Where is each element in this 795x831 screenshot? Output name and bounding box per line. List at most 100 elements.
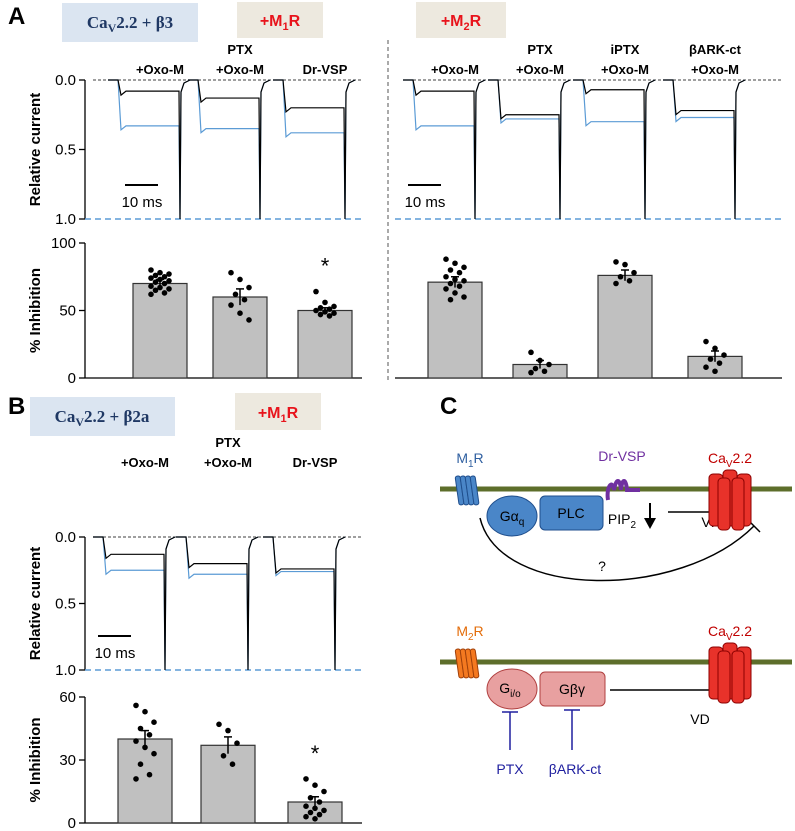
data-point (447, 296, 454, 303)
data-point (152, 279, 159, 285)
data-point (317, 305, 324, 311)
text: PIP (608, 511, 631, 527)
text: 2 (463, 21, 469, 33)
data-point (312, 805, 318, 812)
data-point (151, 719, 157, 725)
category-label: Dr-VSP (293, 455, 338, 470)
g-protein (486, 495, 538, 537)
category-label: PTX (227, 42, 253, 57)
data-point (148, 291, 154, 298)
data-point (225, 727, 231, 734)
data-point (152, 287, 159, 294)
g-protein-label: Gi/o (499, 680, 521, 700)
category-label: +Oxo-M (121, 455, 169, 470)
data-point (316, 799, 323, 805)
data-point (452, 260, 458, 267)
text: +M (258, 405, 281, 422)
g-protein-label: Gαq (500, 508, 525, 528)
panel-label: B (8, 393, 25, 420)
y-tick-label: 0 (68, 815, 76, 831)
channel-label: CaV2.2 (708, 623, 752, 643)
data-point (157, 269, 163, 276)
data-point (137, 761, 144, 767)
text: R (474, 623, 484, 639)
data-point (326, 313, 333, 319)
data-point (322, 299, 328, 306)
receptor-label: M1R (456, 450, 483, 470)
text: M (456, 623, 468, 639)
data-point (703, 338, 709, 345)
current-trace (263, 536, 346, 671)
text: +M (441, 13, 464, 30)
current-trace (108, 79, 191, 220)
category-label: +Oxo-M (691, 62, 739, 77)
construct-box (62, 3, 198, 42)
data-point (316, 811, 323, 818)
current-trace (176, 536, 259, 671)
data-point (541, 368, 548, 375)
y-tick-label: 0.0 (55, 529, 76, 546)
data-point (148, 267, 154, 273)
data-point (133, 738, 139, 744)
diagram: M1R Gαq PLC Dr-VSP PIP2 VI ? CaV2.2 M2R … (440, 448, 792, 777)
category-label: +Oxo-M (136, 62, 184, 77)
arrow-head (644, 518, 656, 529)
unknown-label: ? (598, 558, 606, 574)
text: 2.2 + β3 (116, 13, 173, 32)
data-point (461, 264, 467, 271)
panel-label: A (8, 3, 25, 30)
data-point (241, 296, 248, 303)
receptor-label: +M2R (441, 13, 482, 33)
category-label: +Oxo-M (204, 455, 252, 470)
data-point (452, 276, 458, 283)
current-trace (488, 79, 571, 220)
text: V (75, 415, 84, 429)
data-point (307, 795, 314, 801)
blocker-label: PTX (496, 761, 524, 777)
text: 1 (468, 459, 474, 470)
data-point (322, 309, 328, 315)
g-protein (486, 668, 538, 710)
data-point (712, 368, 718, 375)
current-trace (188, 79, 271, 220)
data-point (546, 361, 552, 368)
data-point (626, 278, 633, 284)
current-trace (273, 79, 356, 220)
bar (297, 309, 353, 379)
text: Ca (87, 13, 108, 32)
data-point (312, 816, 318, 822)
data-point (237, 310, 243, 317)
data-point (148, 275, 154, 281)
receptor-label: +M1R (260, 13, 301, 33)
current-trace (93, 536, 176, 671)
text: V (726, 632, 733, 643)
data-point (157, 276, 163, 283)
data-point (456, 269, 463, 276)
data-point (312, 782, 318, 788)
data-point (232, 291, 239, 298)
channel-icon (708, 642, 752, 704)
bar (132, 282, 188, 379)
y-tick-label: 0.0 (55, 72, 76, 89)
y-tick-label: 0.5 (55, 596, 76, 613)
text: 1 (282, 21, 288, 33)
data-point (447, 267, 454, 273)
lipid-label: PIP2 (608, 511, 637, 531)
text: 2.2 (733, 623, 753, 639)
text: M (456, 450, 468, 466)
category-label: PTX (527, 42, 553, 57)
y-tick-label: 60 (59, 689, 76, 706)
data-point (317, 311, 324, 318)
receptor-box (237, 2, 323, 38)
data-point (443, 286, 449, 292)
data-point (151, 750, 157, 757)
current-trace (403, 79, 486, 220)
blocker-label: βARK-ct (549, 761, 602, 777)
data-point (461, 278, 467, 284)
data-point (456, 283, 463, 290)
data-point (313, 288, 319, 295)
bar (212, 296, 268, 379)
effector (539, 495, 604, 531)
current-trace (573, 79, 656, 220)
panel-label: C (440, 393, 457, 420)
